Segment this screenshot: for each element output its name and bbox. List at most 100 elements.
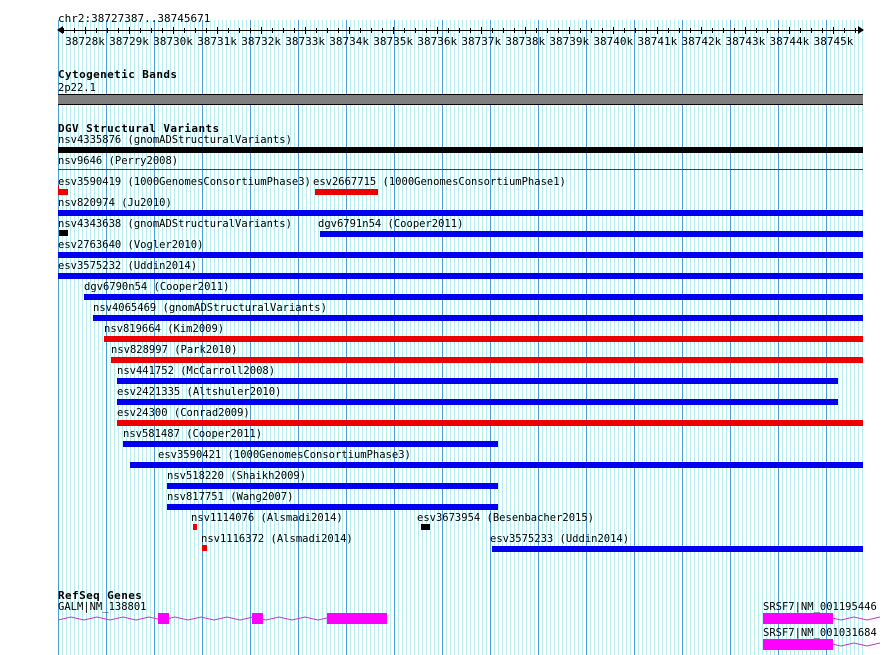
ruler-tick-minor bbox=[679, 28, 681, 33]
variant-bar[interactable] bbox=[421, 524, 430, 530]
variant-bar[interactable] bbox=[59, 230, 68, 236]
ruler-tick-major bbox=[261, 27, 263, 34]
variant-bar[interactable] bbox=[167, 504, 498, 510]
gene-exon[interactable] bbox=[763, 613, 833, 624]
ruler-tick-label: 38735k bbox=[373, 35, 414, 48]
ruler-tick-minor bbox=[591, 28, 593, 33]
ruler-tick-minor bbox=[327, 28, 329, 33]
ruler-tick-minor bbox=[338, 28, 340, 33]
variant-label: nsv9646 (Perry2008) bbox=[58, 155, 179, 167]
ruler-tick-minor bbox=[283, 28, 285, 33]
variant-bar[interactable] bbox=[117, 378, 838, 384]
variant-bar[interactable] bbox=[111, 357, 863, 363]
variant-bar[interactable] bbox=[58, 210, 863, 216]
ruler-tick-minor bbox=[503, 28, 505, 33]
coordinate-ruler[interactable] bbox=[57, 26, 864, 35]
variant-bar[interactable] bbox=[492, 546, 863, 552]
ruler-left-arrow-icon bbox=[57, 26, 63, 34]
ruler-tick-minor bbox=[316, 28, 318, 33]
ruler-tick-major bbox=[525, 27, 527, 34]
variant-label: nsv820974 (Ju2010) bbox=[58, 197, 172, 209]
ruler-tick-major bbox=[84, 27, 86, 34]
variant-bar[interactable] bbox=[123, 441, 498, 447]
variant-label: nsv1114076 (Alsmadi2014) bbox=[191, 512, 343, 524]
ruler-tick-minor bbox=[360, 28, 362, 33]
ruler-tick-label: 38729k bbox=[109, 35, 149, 48]
ruler-tick-minor bbox=[184, 28, 186, 33]
ruler-tick-minor bbox=[107, 28, 108, 33]
ruler-tick-minor bbox=[756, 28, 758, 33]
variant-label: nsv1116372 (Alsmadi2014) bbox=[201, 533, 353, 545]
ruler-tick-major bbox=[129, 27, 131, 34]
ruler-tick-label: 38745k bbox=[813, 35, 854, 48]
ruler-tick-minor bbox=[239, 28, 241, 33]
variant-bar[interactable] bbox=[202, 545, 207, 551]
gene-exon[interactable] bbox=[763, 639, 833, 650]
ruler-tick-minor bbox=[151, 28, 153, 33]
ruler-tick-minor bbox=[690, 28, 692, 33]
ruler-tick-label: 38733k bbox=[285, 35, 325, 48]
variant-bar[interactable] bbox=[93, 315, 863, 321]
ruler-tick-minor bbox=[459, 28, 461, 33]
variant-label: nsv518220 (Shaikh2009) bbox=[167, 470, 307, 482]
ruler-tick-minor bbox=[448, 28, 450, 33]
gene-exon[interactable] bbox=[158, 613, 169, 624]
ruler-tick-label: 38740k bbox=[593, 35, 634, 48]
variant-bar[interactable] bbox=[58, 147, 863, 153]
ruler-tick-label: 38728k bbox=[65, 35, 105, 48]
variant-bar[interactable] bbox=[130, 462, 863, 468]
variant-bar[interactable] bbox=[167, 483, 498, 489]
variant-bar[interactable] bbox=[117, 420, 863, 426]
section-title-dgv: DGV Structural Variants bbox=[58, 122, 220, 135]
ruler-tick-labels: 38728k 38729k 38730k 38731k 38732k 38733k 3873… bbox=[58, 35, 888, 49]
ruler-tick-minor bbox=[195, 28, 197, 33]
variant-label: nsv4065469 (gnomADStructuralVariants) bbox=[93, 302, 327, 314]
ruler-tick-major bbox=[437, 27, 439, 34]
gene-exon[interactable] bbox=[327, 613, 387, 624]
ruler-tick-major bbox=[393, 27, 395, 34]
variant-label: esv3673954 (Besenbacher2015) bbox=[417, 512, 595, 524]
ruler-tick-minor bbox=[250, 28, 252, 33]
variant-bar[interactable] bbox=[320, 231, 863, 237]
ruler-tick-minor bbox=[624, 28, 626, 33]
variant-label: nsv4335876 (gnomADStructuralVariants) bbox=[58, 134, 292, 146]
variant-bar[interactable] bbox=[58, 169, 863, 170]
variant-bar[interactable] bbox=[58, 252, 863, 258]
ruler-tick-minor bbox=[855, 28, 857, 33]
variant-bar[interactable] bbox=[84, 294, 863, 300]
ruler-tick-minor bbox=[140, 28, 142, 33]
ruler-tick-minor bbox=[778, 28, 780, 33]
ruler-tick-minor bbox=[62, 28, 64, 33]
variant-label: dgv6790n54 (Cooper2011) bbox=[84, 281, 230, 293]
ruler-tick-minor bbox=[162, 28, 164, 33]
ruler-tick-major bbox=[305, 27, 307, 34]
variant-bar[interactable] bbox=[315, 189, 378, 195]
ruler-tick-major bbox=[613, 27, 615, 34]
ruler-line bbox=[58, 30, 863, 31]
ruler-tick-label: 38744k bbox=[769, 35, 810, 48]
variant-bar[interactable] bbox=[193, 524, 197, 530]
ruler-tick-minor bbox=[800, 28, 802, 33]
gene-exon[interactable] bbox=[252, 613, 263, 624]
variant-bar[interactable] bbox=[117, 399, 838, 405]
gene-label: SRSF7|NM_001031684 bbox=[763, 627, 877, 639]
ruler-tick-minor bbox=[492, 28, 494, 33]
locus-label: chr2:38727387..38745671 bbox=[58, 12, 211, 25]
ruler-tick-major bbox=[701, 27, 703, 34]
section-title-refseq: RefSeq Genes bbox=[58, 589, 143, 602]
ruler-tick-minor bbox=[415, 28, 417, 33]
ruler-tick-minor bbox=[95, 28, 97, 33]
variant-bar[interactable] bbox=[104, 336, 863, 342]
variant-label: nsv819664 (Kim2009) bbox=[104, 323, 225, 335]
ruler-tick-minor bbox=[580, 28, 582, 33]
variant-bar[interactable] bbox=[58, 189, 68, 195]
cytoband-bar[interactable] bbox=[58, 94, 863, 105]
ruler-tick-major bbox=[349, 27, 351, 34]
variant-bar[interactable] bbox=[58, 273, 863, 279]
variant-label: nsv4343638 (gnomADStructuralVariants) bbox=[58, 218, 292, 230]
cytoband-label: 2p22.1 bbox=[58, 82, 96, 94]
ruler-tick-label: 38741k bbox=[637, 35, 678, 48]
variant-label: esv3590421 (1000GenomesConsortiumPhase3) bbox=[158, 449, 411, 461]
